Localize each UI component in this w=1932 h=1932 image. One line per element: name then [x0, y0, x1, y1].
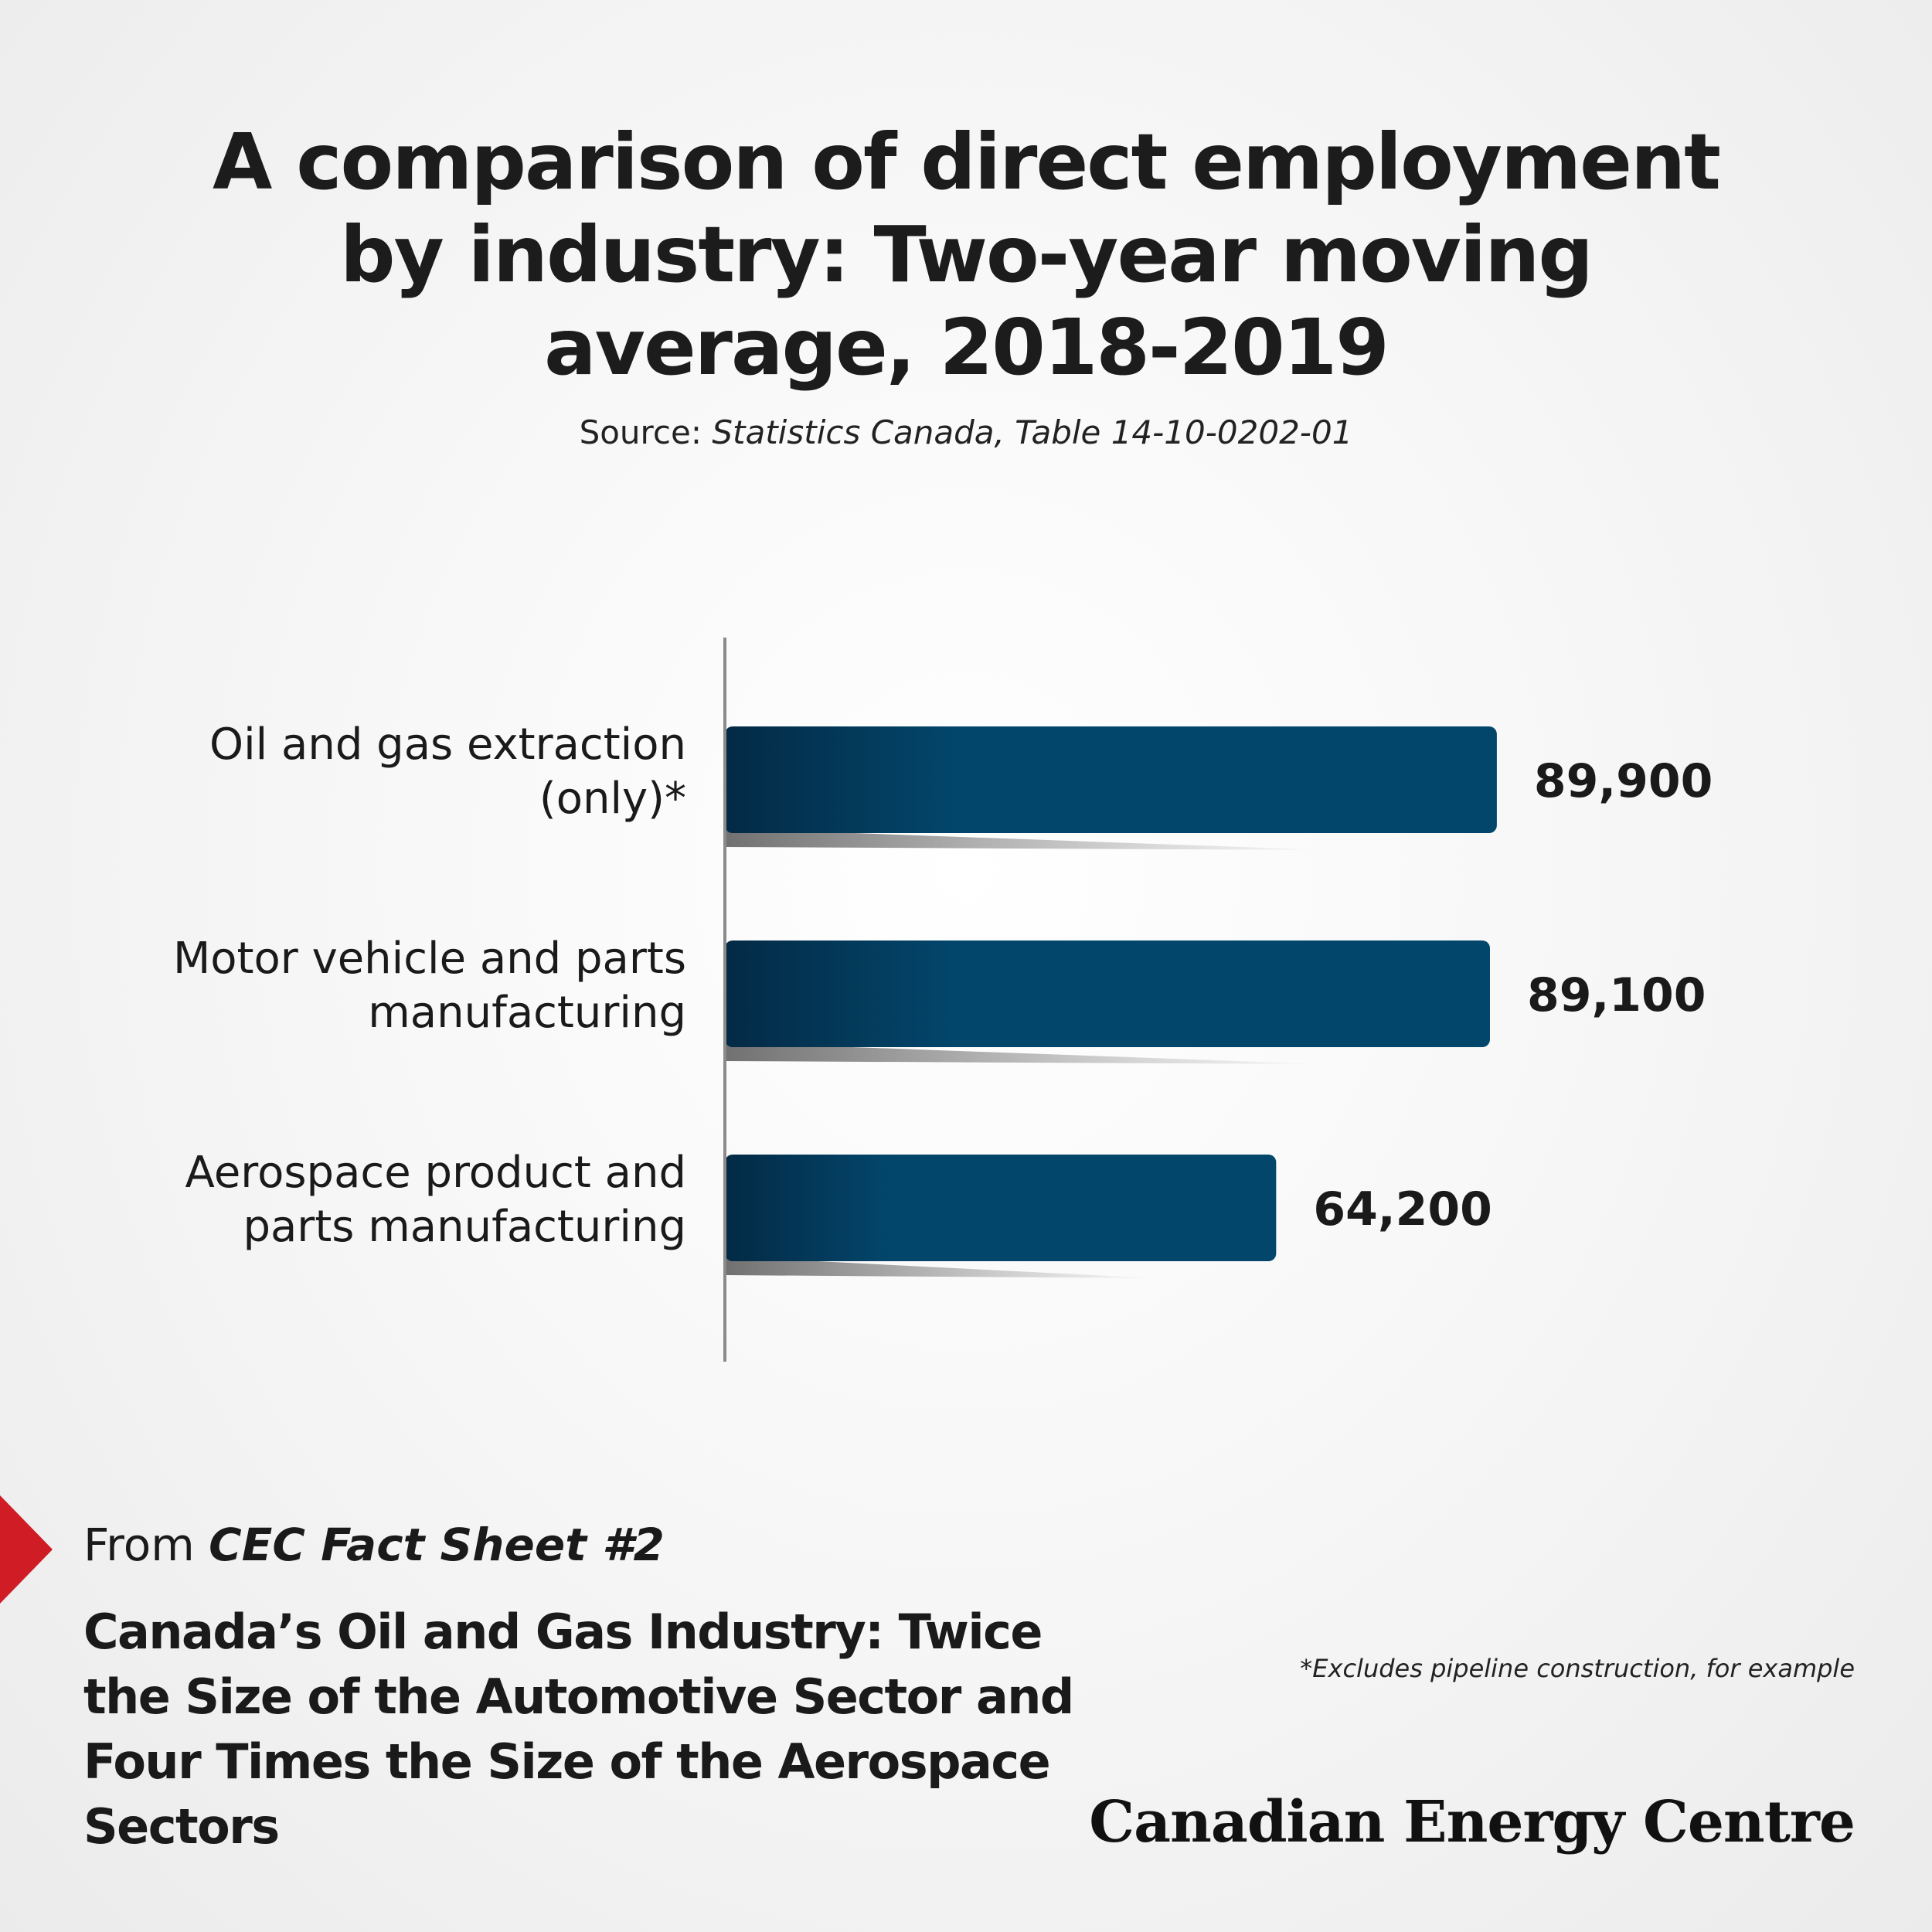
source-label: Source: — [579, 413, 702, 451]
category-label-line: (only)* — [539, 774, 686, 824]
category-label-line: Aerospace product and — [185, 1148, 686, 1198]
source-reference: Statistics Canada, Table 14-10-0202-01 — [712, 413, 1353, 451]
fact-sheet-reference: From CEC Fact Sheet #2 — [83, 1519, 665, 1571]
bar-shadow — [725, 1043, 1322, 1064]
from-prefix: From — [83, 1519, 195, 1571]
fact-sheet-name: CEC Fact Sheet #2 — [209, 1519, 665, 1571]
category-label-line: parts manufacturing — [243, 1202, 686, 1252]
chart-title: A comparison of direct employment by ind… — [213, 117, 1721, 393]
category-label-line: manufacturing — [368, 988, 686, 1038]
bar — [725, 1155, 1277, 1261]
bar — [725, 726, 1497, 833]
bar-shadow — [725, 828, 1328, 850]
bar — [725, 940, 1490, 1047]
category-label: Motor vehicle and parts manufacturing — [173, 934, 686, 1038]
value-label: 64,200 — [1313, 1182, 1492, 1236]
value-label: 89,900 — [1534, 754, 1713, 808]
fact-sheet-headline: Canada’s Oil and Gas Industry: Twice the… — [83, 1604, 1074, 1855]
category-label-line: Motor vehicle and parts — [173, 934, 686, 984]
category-label-line: Oil and gas extraction — [209, 719, 686, 770]
category-label: Oil and gas extraction (only)* — [209, 719, 686, 824]
value-label: 89,100 — [1527, 968, 1706, 1022]
red-arrow-marker — [0, 1495, 53, 1604]
source-line: Source: Statistics Canada, Table 14-10-0… — [193, 413, 1739, 451]
footnote: *Excludes pipeline construction, for exa… — [1300, 1654, 1855, 1683]
category-label: Aerospace product and parts manufacturing — [185, 1148, 686, 1252]
canadian-energy-centre-logo: Canadian Energy Centre — [1089, 1789, 1855, 1855]
bar-chart: 89,900 Oil and gas extraction (only)* 89,10… — [173, 638, 1713, 1362]
bar-shadow — [725, 1257, 1155, 1278]
